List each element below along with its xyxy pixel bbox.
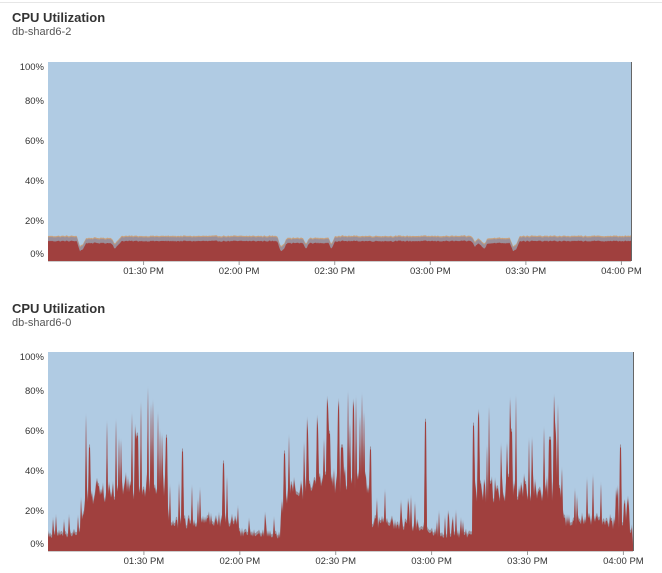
y-tick-label: 0%: [30, 539, 44, 550]
x-tick-label: 04:00 PM: [603, 556, 644, 567]
panel-title: CPU Utilization: [12, 301, 106, 316]
cpu-panel-shard6-0: CPU Utilization db-shard6-0 100% 80% 60% 40…: [0, 290, 662, 573]
cpu-panel-shard6-2: CPU Utilization db-shard6-2 100% 80% 60% 40…: [12, 10, 642, 277]
x-tick-label: 02:00 PM: [219, 266, 260, 277]
y-tick-label: 100%: [20, 352, 45, 363]
series-user-area: [48, 388, 633, 551]
x-tick-label: 03:00 PM: [410, 266, 451, 277]
y-tick-label: 40%: [25, 176, 45, 187]
panel-subtitle: db-shard6-2: [12, 26, 72, 38]
x-tick-label: 01:30 PM: [123, 266, 164, 277]
panel-subtitle: db-shard6-0: [12, 317, 72, 329]
x-tick-label: 03:00 PM: [411, 556, 452, 567]
x-tick-label: 02:30 PM: [315, 556, 356, 567]
y-tick-label: 100%: [20, 62, 45, 73]
x-tick-label: 02:00 PM: [219, 556, 260, 567]
y-tick-label: 40%: [25, 466, 45, 477]
y-tick-label: 20%: [25, 506, 45, 517]
x-tick-label: 03:30 PM: [507, 556, 548, 567]
x-tick-label: 02:30 PM: [314, 266, 355, 277]
y-tick-label: 80%: [25, 386, 45, 397]
y-tick-label: 80%: [25, 96, 45, 107]
cpu-chart-shard6-2: 100% 80% 60% 40% 20% 0% 01:30 PM 02:00 PM 02:30 …: [20, 62, 642, 277]
cpu-chart-shard6-0: 100% 80% 60% 40% 20% 0% 01:30 PM 02:00 PM 02:30 …: [20, 352, 644, 567]
top-divider: [0, 2, 662, 3]
y-tick-label: 0%: [30, 249, 44, 260]
panel-title: CPU Utilization: [12, 10, 106, 25]
x-tick-label: 03:30 PM: [506, 266, 547, 277]
series-user-area: [48, 240, 631, 261]
x-tick-label: 01:30 PM: [124, 556, 165, 567]
y-tick-label: 20%: [25, 216, 45, 227]
series-idle-area: [48, 62, 631, 261]
y-tick-label: 60%: [25, 426, 45, 437]
x-tick-label: 04:00 PM: [601, 266, 642, 277]
y-tick-label: 60%: [25, 136, 45, 147]
